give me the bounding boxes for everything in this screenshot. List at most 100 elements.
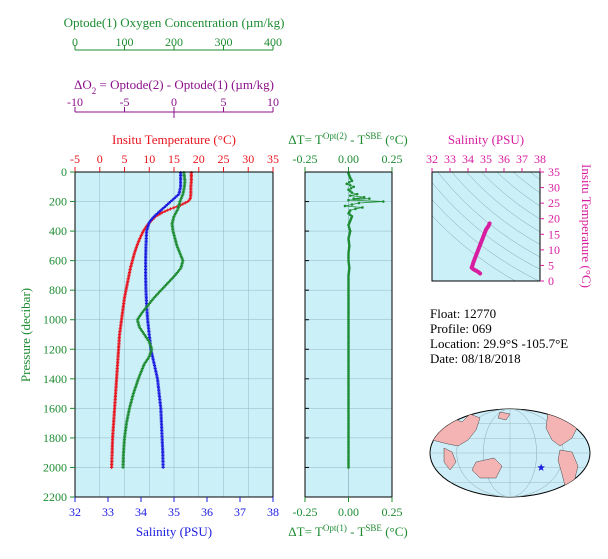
float-info: Float: 12770 Profile: 069 Location: 29.9… <box>430 306 568 366</box>
delta-t-point <box>347 399 350 403</box>
delta-t-point <box>347 285 350 288</box>
delta-t-point <box>347 394 350 397</box>
delta-t-point <box>347 333 350 336</box>
delta-t-point <box>347 434 350 438</box>
salinity-point <box>162 205 166 210</box>
delta-t-point <box>350 179 354 183</box>
salinity-tick-label: 33 <box>102 505 114 519</box>
ts-salinity-tick-label: 33 <box>444 152 456 166</box>
temperature-series <box>110 171 193 470</box>
delta-t-point <box>347 412 350 416</box>
delta-t-point <box>347 397 350 401</box>
delta-t-point <box>347 386 350 390</box>
delta-o2-title-main: ΔO <box>74 77 92 92</box>
delta-t-point <box>347 371 350 375</box>
salinity-point <box>165 202 169 207</box>
delta-t-point <box>347 362 350 366</box>
delta-o2-tick-label: 0 <box>171 95 177 109</box>
pressure-tick-label: 0 <box>61 165 67 179</box>
delta-o2-title-rest: = Optode(2) - Optode(1) (µm/kg) <box>96 77 274 92</box>
temperature-point <box>186 199 190 204</box>
main-series <box>110 171 193 470</box>
delta-t-point <box>347 464 350 467</box>
delta-t-point <box>347 287 350 290</box>
delta-t-point <box>347 255 350 259</box>
oxygen-tick-label: 100 <box>116 35 134 49</box>
delta-t-point <box>347 346 350 349</box>
delta-t-point <box>347 329 350 333</box>
delta-t-point <box>347 274 350 277</box>
delta-t-point <box>347 377 350 381</box>
delta-t-point <box>347 301 350 305</box>
delta-t-top-tick-label: -0.25 <box>293 152 318 166</box>
pressure-tick-label: 1200 <box>43 342 67 356</box>
delta-t-point <box>347 325 350 329</box>
delta-t-point <box>347 281 350 285</box>
delta-t-point <box>347 320 350 323</box>
delta-t-point <box>347 223 350 227</box>
ts-temperature-tick-label: 30 <box>548 181 560 195</box>
delta-t-point <box>347 316 350 320</box>
delta-t-point <box>347 290 350 294</box>
float-id: Float: 12770 <box>430 306 496 321</box>
delta-t-point <box>347 429 350 432</box>
map-landmass <box>497 411 511 421</box>
delta-t-point <box>361 206 364 209</box>
delta-t-point <box>347 335 350 338</box>
delta-t-point <box>347 407 350 410</box>
delta-o2-tick-label: 10 <box>267 95 279 109</box>
delta-t-point <box>347 355 350 358</box>
salinity-tick-label: 36 <box>201 505 213 519</box>
temperature-tick-label: 15 <box>168 152 180 166</box>
delta-t-point <box>347 323 350 327</box>
delta-t-point <box>347 188 350 192</box>
delta-t-point <box>347 460 350 464</box>
salinity-series <box>144 171 183 470</box>
oxygen-series <box>121 171 187 470</box>
delta-t-point <box>347 438 350 442</box>
dt-title-a: ΔT= T <box>288 132 323 147</box>
delta-o2-tick-label: -10 <box>67 95 83 109</box>
delta-t-point <box>347 379 350 382</box>
delta-t-point <box>347 257 350 261</box>
pressure-axis-title: Pressure (decibar) <box>18 288 33 382</box>
delta-t-point <box>347 462 350 466</box>
delta-t-point <box>347 410 350 414</box>
delta-o2-axis-title: ΔO2 = Optode(2) - Optode(1) (µm/kg) <box>74 77 274 96</box>
delta-t-point <box>347 336 350 340</box>
ts-series <box>469 221 492 276</box>
salinity-point <box>177 192 181 196</box>
ts-salinity-title: Salinity (PSU) <box>448 132 524 147</box>
salinity-point <box>154 213 158 217</box>
pressure-tick-label: 1000 <box>43 313 67 327</box>
delta-t-point <box>345 182 349 186</box>
delta-t-point <box>347 451 350 454</box>
map-landmass <box>471 457 503 479</box>
delta-t-point <box>347 359 350 362</box>
delta-t-panel: -0.25 0.00 0.25 -0.25 0.00 0.25 ΔT= TOpt(2) … <box>288 131 407 539</box>
delta-t-point <box>347 395 350 399</box>
delta-t-point <box>347 425 350 429</box>
delta-t-point <box>382 200 385 203</box>
delta-t-point <box>347 298 350 301</box>
delta-t-point <box>347 455 350 458</box>
temperature-tick-label: -5 <box>70 152 80 166</box>
delta-t-point <box>347 314 350 318</box>
delta-t-point <box>347 360 350 364</box>
salinity-axis-title: Salinity (PSU) <box>136 524 212 539</box>
dt-title-b: Opt(2) <box>323 131 347 141</box>
header-axes: Optode(1) Oxygen Concentration (µm/kg) 0… <box>64 15 284 118</box>
oxygen-point <box>121 465 125 470</box>
delta-t-point <box>347 431 350 434</box>
delta-t-point <box>347 338 350 342</box>
temperature-point <box>183 201 187 205</box>
ts-temperature-tick-label: 35 <box>548 165 560 179</box>
delta-t-point <box>347 414 350 418</box>
delta-t-point <box>347 442 350 445</box>
pressure-tick-label: 800 <box>49 283 67 297</box>
delta-t-point <box>347 453 350 456</box>
temperature-point <box>172 206 176 210</box>
delta-t-point <box>347 436 350 440</box>
